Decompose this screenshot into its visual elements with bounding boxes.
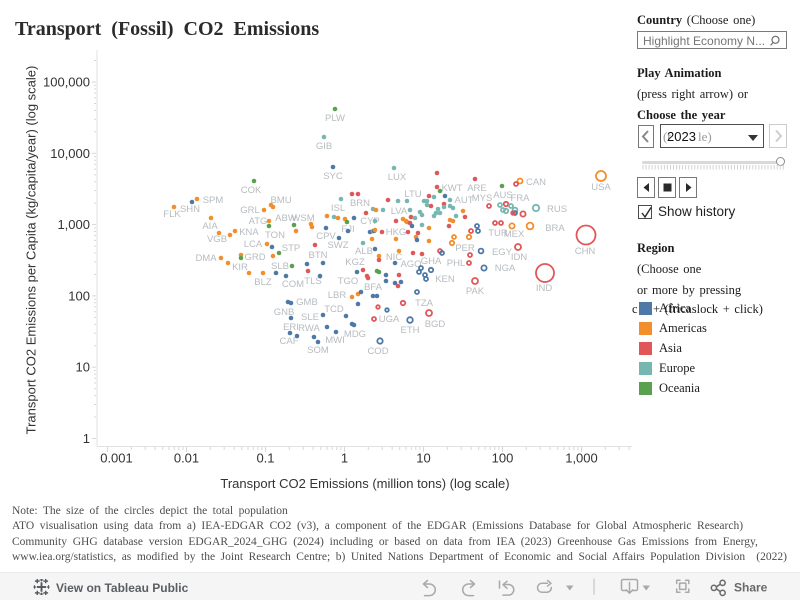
svg-text:TCD: TCD: [324, 304, 344, 315]
svg-text:ATG: ATG: [249, 216, 268, 227]
svg-text:DMA: DMA: [195, 253, 217, 264]
svg-text:GIB: GIB: [316, 141, 332, 152]
svg-text:0.01: 0.01: [174, 451, 199, 466]
svg-text:ISL: ISL: [331, 203, 345, 214]
svg-text:TON: TON: [265, 230, 285, 241]
svg-text:GMB: GMB: [296, 297, 318, 308]
svg-text:100: 100: [492, 451, 514, 466]
svg-text:COD: COD: [367, 346, 388, 357]
svg-text:KWT: KWT: [441, 183, 462, 194]
svg-text:Share: Share: [734, 581, 768, 595]
svg-text:10,000: 10,000: [50, 146, 90, 161]
svg-text:EGY: EGY: [492, 247, 513, 258]
svg-text:SLE: SLE: [301, 312, 319, 323]
svg-text:BRN: BRN: [350, 198, 370, 209]
svg-text:0.001: 0.001: [100, 451, 133, 466]
svg-text:PHL: PHL: [447, 258, 465, 269]
svg-text:LTU: LTU: [404, 189, 421, 200]
svg-text:BFA: BFA: [364, 282, 383, 293]
svg-text:AUT: AUT: [455, 195, 474, 206]
svg-text:LBR: LBR: [328, 290, 347, 301]
svg-text:AIA: AIA: [202, 221, 218, 232]
svg-text:MWI: MWI: [325, 335, 345, 346]
svg-text:100,000: 100,000: [43, 75, 90, 90]
svg-text:TLS: TLS: [304, 276, 321, 287]
svg-text:FLK: FLK: [163, 209, 181, 220]
svg-text:BRA: BRA: [545, 223, 565, 234]
svg-text:TUR: TUR: [488, 228, 508, 239]
svg-text:PER: PER: [455, 243, 475, 254]
svg-text:NGA: NGA: [495, 263, 516, 274]
svg-text:LVA: LVA: [391, 206, 408, 217]
svg-text:ARE: ARE: [467, 183, 487, 194]
svg-text:SOM: SOM: [307, 345, 329, 356]
svg-text:KIR: KIR: [232, 262, 248, 273]
svg-text:ALB: ALB: [355, 246, 373, 257]
svg-text:SPM: SPM: [203, 195, 224, 206]
svg-text:ABW: ABW: [275, 213, 297, 224]
svg-text:CAF: CAF: [280, 336, 299, 347]
svg-text:10: 10: [76, 360, 90, 375]
svg-text:PLW: PLW: [325, 113, 345, 124]
svg-text:STP: STP: [282, 243, 300, 254]
svg-text:VGB: VGB: [207, 234, 227, 245]
svg-text:RUS: RUS: [547, 204, 567, 215]
svg-text:CHN: CHN: [575, 246, 596, 257]
svg-text:SYC: SYC: [323, 171, 343, 182]
svg-text:BMU: BMU: [270, 195, 291, 206]
svg-text:COM: COM: [282, 279, 304, 290]
svg-text:KEN: KEN: [435, 274, 455, 285]
svg-text:CYP: CYP: [360, 216, 380, 227]
svg-text:BLZ: BLZ: [254, 277, 272, 288]
svg-text:AUS: AUS: [493, 190, 513, 201]
svg-text:MDG: MDG: [344, 329, 366, 340]
svg-text:10: 10: [416, 451, 430, 466]
svg-text:TZA: TZA: [415, 298, 434, 309]
svg-text:KGZ: KGZ: [345, 257, 365, 268]
svg-text:0.1: 0.1: [256, 451, 274, 466]
svg-text:LCA: LCA: [244, 239, 263, 250]
svg-text:1,000: 1,000: [565, 451, 598, 466]
svg-text:HKG: HKG: [386, 227, 407, 238]
svg-text:KNA: KNA: [239, 227, 259, 238]
svg-text:TGO: TGO: [338, 276, 359, 287]
svg-text:GNB: GNB: [274, 307, 295, 318]
svg-text:SHN: SHN: [180, 204, 200, 215]
svg-text:UGA: UGA: [379, 314, 400, 325]
svg-text:ERI: ERI: [283, 322, 299, 333]
svg-text:MYS: MYS: [472, 193, 493, 204]
svg-text:LUX: LUX: [388, 172, 407, 183]
svg-text:100: 100: [68, 288, 90, 303]
svg-text:FRA: FRA: [511, 193, 531, 204]
svg-text:WSM: WSM: [291, 213, 314, 224]
svg-text:MEX: MEX: [504, 229, 525, 240]
svg-text:CAN: CAN: [526, 177, 546, 188]
svg-text:GHA: GHA: [421, 256, 442, 267]
svg-text:SLB: SLB: [271, 261, 289, 272]
svg-text:BGD: BGD: [425, 319, 446, 330]
svg-text:1: 1: [341, 451, 348, 466]
svg-text:PAK: PAK: [466, 286, 485, 297]
svg-text:IDN: IDN: [511, 252, 528, 263]
svg-text:BTN: BTN: [309, 250, 328, 261]
svg-text:1: 1: [83, 431, 90, 446]
svg-text:SWZ: SWZ: [327, 240, 348, 251]
svg-text:ETH: ETH: [401, 325, 420, 336]
svg-text:USA: USA: [591, 182, 611, 193]
svg-text:CPV: CPV: [316, 231, 336, 242]
svg-text:NIC: NIC: [386, 252, 403, 263]
svg-text:RWA: RWA: [298, 323, 320, 334]
svg-text:COK: COK: [241, 185, 262, 196]
svg-text:AGO: AGO: [400, 259, 421, 270]
svg-text:GRL: GRL: [240, 205, 260, 216]
svg-text:GRD: GRD: [244, 252, 265, 263]
svg-text:IND: IND: [536, 283, 553, 294]
svg-text:1,000: 1,000: [57, 217, 90, 232]
